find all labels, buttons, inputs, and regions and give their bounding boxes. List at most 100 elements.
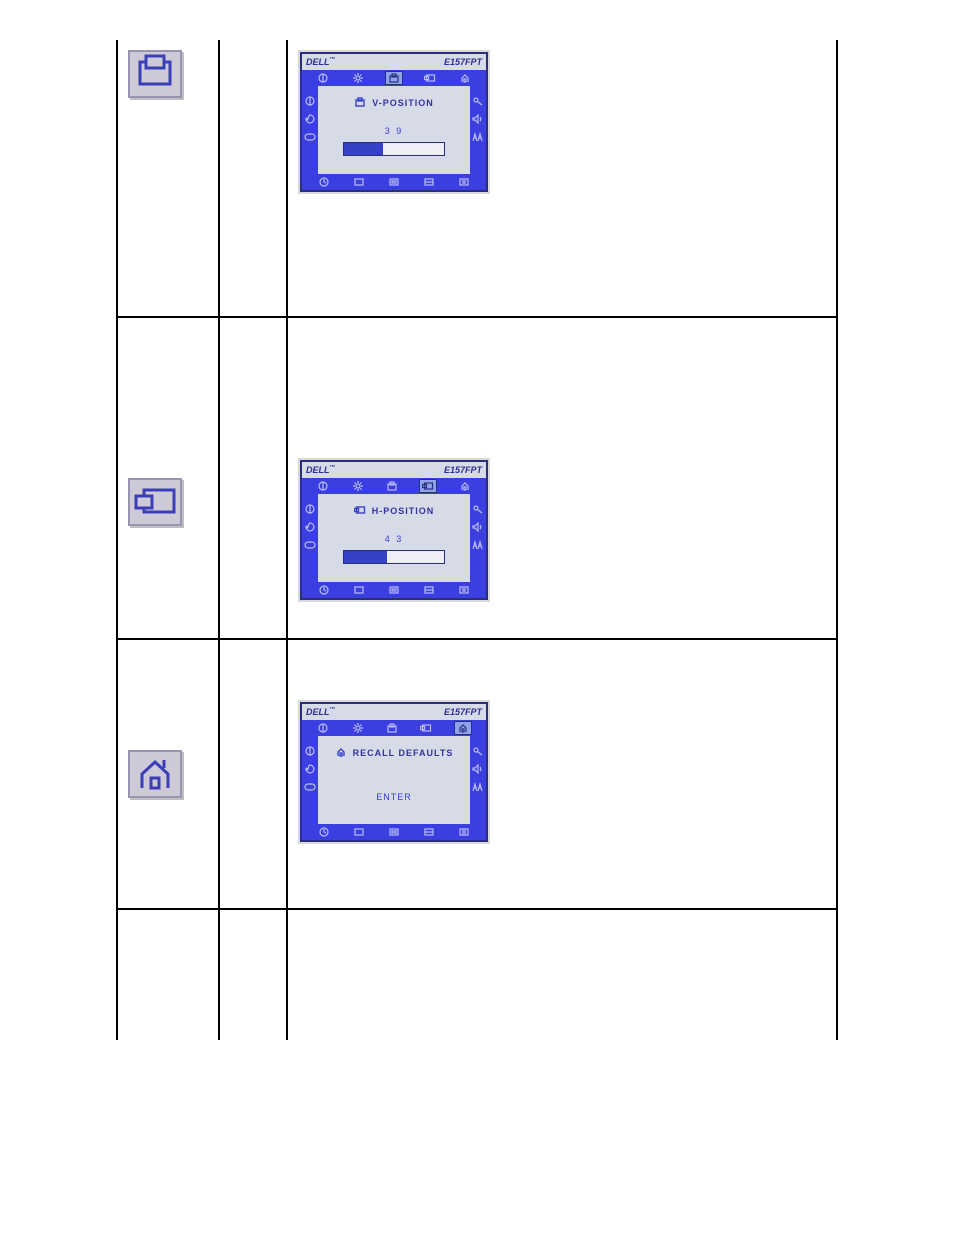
model-label: E157FPT — [444, 465, 482, 475]
osd-header: DELL™ E157FPT — [302, 704, 486, 720]
spacer-cell — [219, 639, 287, 909]
v-position-icon — [385, 71, 403, 85]
aa-icon — [472, 540, 484, 550]
brightness-icon — [351, 73, 365, 83]
v-position-icon — [385, 723, 399, 733]
volume-icon — [472, 522, 484, 532]
rect-icon — [352, 827, 366, 837]
osd-top-icons — [302, 720, 486, 736]
rect-icon — [387, 177, 401, 187]
aa-icon — [472, 132, 484, 142]
volume-icon — [472, 764, 484, 774]
h-position-icon — [419, 479, 437, 493]
osd-screen: H-POSITION 4 3 — [318, 494, 470, 582]
osd-bottom-icons — [302, 824, 486, 840]
brightness-icon — [351, 723, 365, 733]
contrast-icon — [316, 481, 330, 491]
recall-defaults-icon — [128, 750, 182, 798]
lang-icon — [304, 132, 316, 142]
v-position-icon — [354, 94, 366, 112]
osd-h-position: DELL™ E157FPT — [300, 460, 488, 600]
contrast-icon — [316, 73, 330, 83]
contrast-icon — [304, 746, 316, 756]
v-position-icon — [385, 481, 399, 491]
osd-cell — [287, 909, 837, 1040]
rect-icon — [352, 177, 366, 187]
osd-slider-fill — [344, 551, 387, 563]
volume-icon — [472, 114, 484, 124]
osd-v-position: DELL™ E157FPT — [300, 52, 488, 192]
rect-icon — [422, 827, 436, 837]
osd-title: RECALL DEFAULTS — [353, 748, 454, 758]
contrast-icon — [304, 96, 316, 106]
manual-table: DELL™ E157FPT — [116, 40, 838, 1040]
contrast-icon — [316, 723, 330, 733]
page: DELL™ E157FPT — [0, 0, 954, 1235]
osd-cell: DELL™ E157FPT — [287, 317, 837, 639]
recall-icon — [454, 721, 472, 735]
rect-icon — [352, 585, 366, 595]
osd-right-icons — [470, 494, 486, 582]
lang-icon — [304, 540, 316, 550]
misc-icon — [457, 585, 471, 595]
brand-label: DELL™ — [306, 57, 336, 67]
osd-cell: DELL™ E157FPT — [287, 40, 837, 317]
rect-icon — [422, 177, 436, 187]
osd-top-icons — [302, 70, 486, 86]
table-row: DELL™ E157FPT — [117, 639, 837, 909]
osd-title: V-POSITION — [372, 98, 434, 108]
rect-icon — [387, 585, 401, 595]
tools-icon — [472, 504, 484, 514]
aa-icon — [472, 782, 484, 792]
h-position-icon — [419, 723, 433, 733]
osd-right-icons — [470, 86, 486, 174]
icon-cell — [117, 909, 219, 1040]
misc-icon — [457, 827, 471, 837]
rect-icon — [422, 585, 436, 595]
osd-left-icons — [302, 86, 318, 174]
osd-header: DELL™ E157FPT — [302, 462, 486, 478]
osd-slider — [343, 142, 445, 156]
osd-left-icons — [302, 494, 318, 582]
color-icon — [304, 522, 316, 532]
brand-label: DELL™ — [306, 707, 336, 717]
osd-screen: V-POSITION 3 9 — [318, 86, 470, 174]
color-icon — [304, 764, 316, 774]
icon-cell — [117, 40, 219, 317]
osd-bottom-icons — [302, 582, 486, 598]
h-position-icon — [128, 478, 182, 526]
brightness-icon — [351, 481, 365, 491]
osd-header: DELL™ E157FPT — [302, 54, 486, 70]
tm-label: ™ — [330, 465, 336, 471]
osd-title: H-POSITION — [372, 506, 435, 516]
model-label: E157FPT — [444, 707, 482, 717]
osd-top-icons — [302, 478, 486, 494]
icon-cell — [117, 317, 219, 639]
osd-cell: DELL™ E157FPT — [287, 639, 837, 909]
tools-icon — [472, 96, 484, 106]
table-row: DELL™ E157FPT — [117, 317, 837, 639]
brand-label: DELL™ — [306, 465, 336, 475]
lang-icon — [304, 782, 316, 792]
tools-icon — [472, 746, 484, 756]
osd-value: 3 9 — [324, 126, 464, 136]
recall-icon — [458, 481, 472, 491]
spacer-cell — [219, 317, 287, 639]
recall-icon — [335, 744, 347, 762]
table-row — [117, 909, 837, 1040]
osd-slider-fill — [344, 143, 383, 155]
misc-icon — [457, 177, 471, 187]
contrast-icon — [304, 504, 316, 514]
h-position-icon — [354, 502, 366, 520]
clock-icon — [317, 827, 331, 837]
clock-icon — [317, 177, 331, 187]
osd-recall-defaults: DELL™ E157FPT — [300, 702, 488, 842]
osd-right-icons — [470, 736, 486, 824]
clock-icon — [317, 585, 331, 595]
tm-label: ™ — [330, 707, 336, 713]
osd-slider — [343, 550, 445, 564]
osd-screen: RECALL DEFAULTS ENTER — [318, 736, 470, 824]
spacer-cell — [219, 909, 287, 1040]
spacer-cell — [219, 40, 287, 317]
tm-label: ™ — [330, 57, 336, 63]
